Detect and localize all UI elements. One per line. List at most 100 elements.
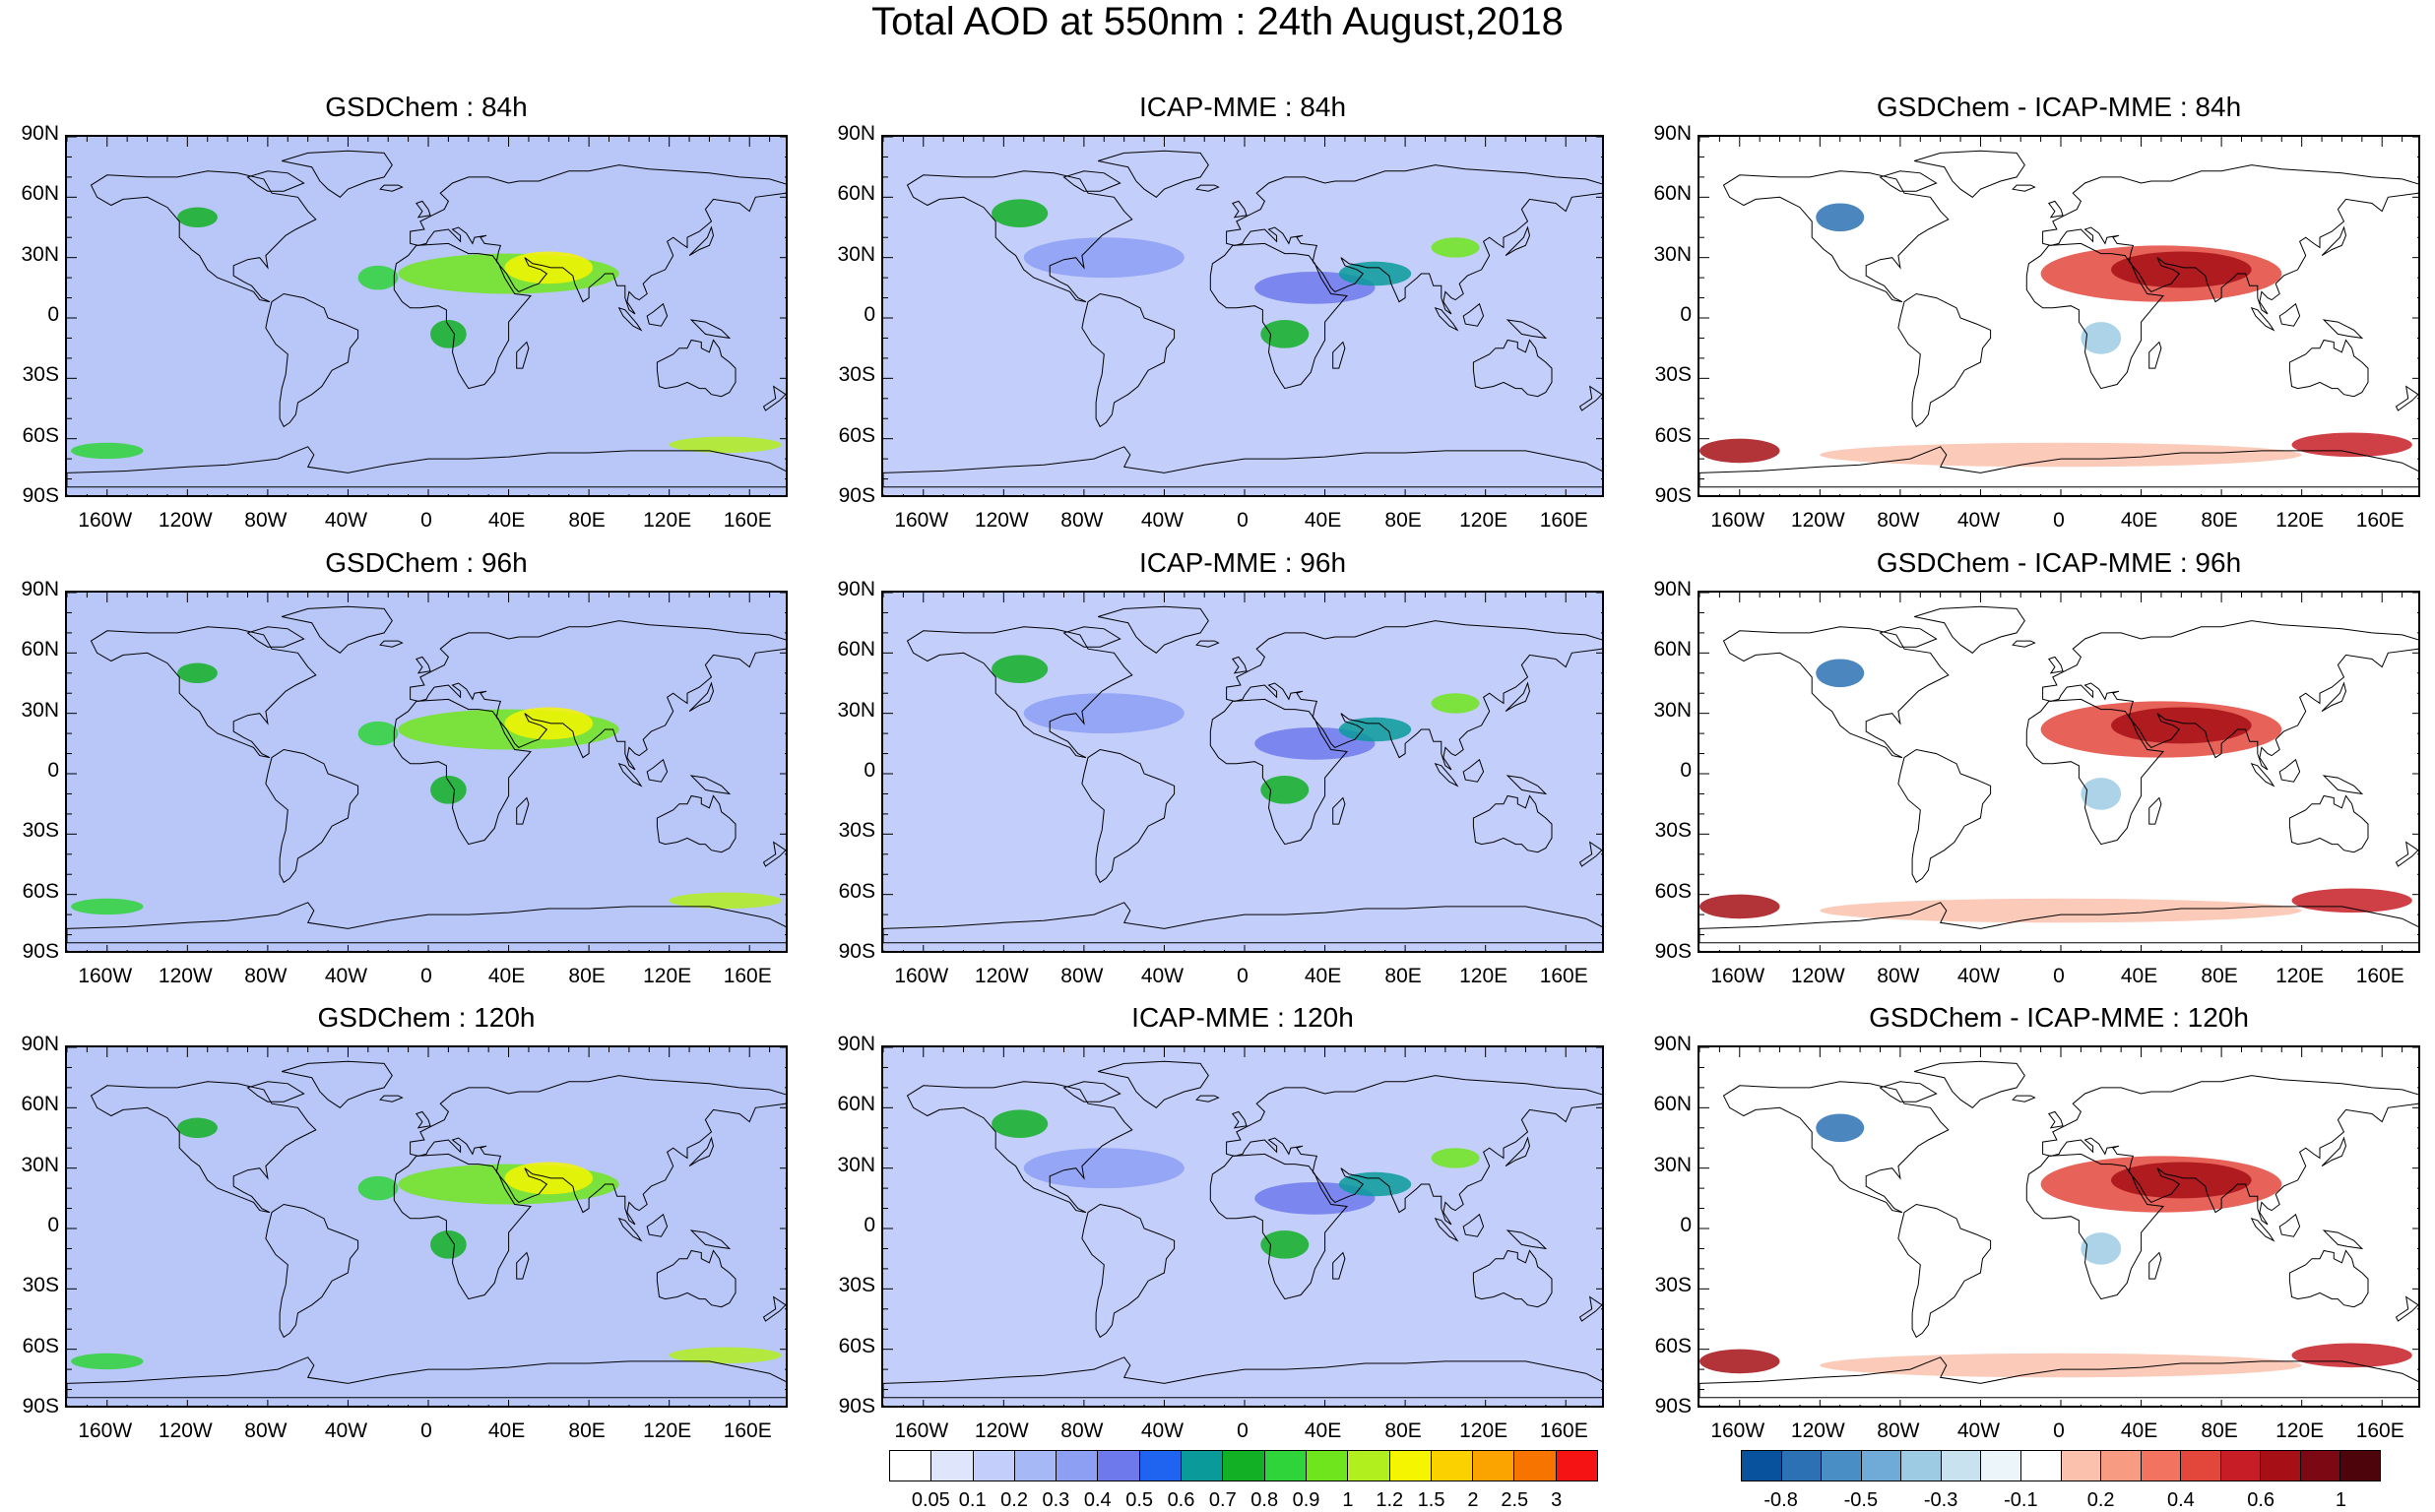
- latitude-tick-label: 90N: [21, 578, 59, 600]
- latitude-tick-label: 60S: [1654, 1334, 1692, 1357]
- longitude-tick-label: 160E: [1539, 965, 1588, 987]
- coastline: [2025, 698, 2164, 846]
- coastline: [415, 1110, 431, 1129]
- map-field-background: [883, 1047, 1602, 1406]
- map-field-background: [67, 1047, 786, 1406]
- aerosol-plume: [504, 1162, 594, 1195]
- aerosol-plume: [669, 1347, 782, 1363]
- coastline: [246, 170, 305, 192]
- longitude-tick-label: 160W: [78, 509, 133, 532]
- coastline: [617, 306, 643, 332]
- coastline: [2278, 1213, 2301, 1237]
- coastline: [2278, 302, 2301, 327]
- latitude-tick-label: 60S: [22, 879, 59, 903]
- latitude-tick-label: 30S: [838, 1274, 875, 1297]
- longitude-tick-label: 160W: [1710, 509, 1765, 532]
- coastline: [410, 164, 786, 315]
- latitude-tick-label: 60S: [22, 423, 59, 447]
- coastline: [617, 1217, 643, 1242]
- latitude-tick-label: 30N: [1653, 698, 1692, 722]
- latitude-tick-label: 30N: [837, 242, 875, 266]
- colorbar-swatch: [1861, 1451, 1902, 1480]
- latitude-tick-label: 90S: [22, 484, 59, 507]
- coastline: [1332, 1251, 1346, 1280]
- coastline: [906, 170, 1133, 303]
- coastline: [1578, 1295, 1602, 1322]
- coastline: [2250, 1217, 2275, 1242]
- latitude-tick-label: 0: [1680, 303, 1692, 326]
- map-svg: [1699, 137, 2418, 495]
- coastline: [415, 200, 431, 219]
- coastline: [67, 1356, 786, 1399]
- coastline: [2395, 1295, 2418, 1322]
- aerosol-plume: [1260, 320, 1310, 348]
- coastline: [379, 184, 404, 192]
- latitude-tick-label: 90S: [1654, 1395, 1692, 1418]
- latitude-tick-label: 90N: [837, 122, 875, 145]
- latitude-tick-label: 90S: [838, 940, 875, 963]
- latitude-tick-label: 60S: [1654, 879, 1692, 903]
- coastline: [883, 1356, 1602, 1399]
- coastline: [1462, 302, 1485, 327]
- colorbar-label: 0.4: [1083, 1489, 1112, 1511]
- panel-title: ICAP-MME : 120h: [1131, 1002, 1354, 1033]
- colorbar-label: 0.2: [2086, 1489, 2115, 1511]
- map-field-background: [883, 137, 1602, 495]
- coastline: [90, 1081, 317, 1214]
- coastline: [265, 292, 359, 428]
- map-svg: [883, 593, 1602, 951]
- coastline: [762, 1295, 786, 1322]
- coastline: [2288, 794, 2369, 853]
- latitude-tick-label: 90N: [1653, 1033, 1692, 1055]
- map-field-background: [1699, 1047, 2418, 1406]
- coastline: [1231, 200, 1248, 219]
- coastline: [2250, 762, 2275, 788]
- panel-title: ICAP-MME : 84h: [1138, 92, 1347, 122]
- longitude-tick-label: 40W: [1140, 1419, 1185, 1442]
- coastline: [1081, 1203, 1176, 1339]
- colorbar-swatch: [2300, 1451, 2341, 1480]
- coastline: [379, 640, 404, 648]
- coastline: [2288, 1249, 2369, 1308]
- aerosol-plume: [177, 207, 218, 227]
- coastline: [2321, 225, 2347, 257]
- longitude-tick-label: 160E: [2355, 1419, 2404, 1442]
- colorbar-swatch: [2020, 1451, 2062, 1480]
- colorbar-swatch: [1981, 1451, 2021, 1480]
- latitude-tick-label: 60N: [837, 182, 875, 206]
- map-panel: [65, 591, 788, 953]
- coastline: [2025, 242, 2164, 390]
- colorbar-label: 0.6: [1167, 1489, 1195, 1511]
- aerosol-plume: [2081, 778, 2122, 810]
- longitude-tick-label: 0: [2053, 1419, 2065, 1442]
- colorbar-label: 0.1: [958, 1489, 987, 1511]
- longitude-tick-label: 120E: [1459, 1419, 1508, 1442]
- latitude-tick-label: 30S: [1654, 819, 1692, 843]
- longitude-tick-label: 160W: [894, 1419, 949, 1442]
- coastline: [1231, 1110, 1248, 1129]
- latitude-tick-label: 60N: [1653, 182, 1692, 206]
- colorbar-swatch: [2220, 1451, 2262, 1480]
- latitude-tick-label: 60S: [838, 423, 875, 447]
- map-panel: [65, 1045, 788, 1408]
- aerosol-plume: [357, 721, 399, 746]
- coastline: [1226, 164, 1602, 315]
- coastline: [906, 626, 1133, 759]
- longitude-tick-label: 40E: [487, 1419, 526, 1442]
- colorbar-label: 0.3: [1042, 1489, 1070, 1511]
- latitude-tick-label: 60S: [22, 1334, 59, 1357]
- coastline: [1332, 796, 1346, 825]
- aerosol-plume: [71, 442, 144, 460]
- coastline: [2278, 758, 2301, 783]
- longitude-tick-label: 40W: [324, 1419, 368, 1442]
- coastline: [1506, 775, 1548, 795]
- aerosol-plume: [357, 265, 399, 290]
- latitude-tick-label: 30S: [1654, 363, 1692, 387]
- coastline: [656, 794, 737, 853]
- coastline: [282, 150, 393, 198]
- colorbar-label: 0.9: [1292, 1489, 1320, 1511]
- coastline: [415, 656, 431, 674]
- colorbar-label: 0.6: [2247, 1489, 2275, 1511]
- colorbar-swatch: [1941, 1451, 1982, 1480]
- aerosol-plume: [71, 898, 144, 915]
